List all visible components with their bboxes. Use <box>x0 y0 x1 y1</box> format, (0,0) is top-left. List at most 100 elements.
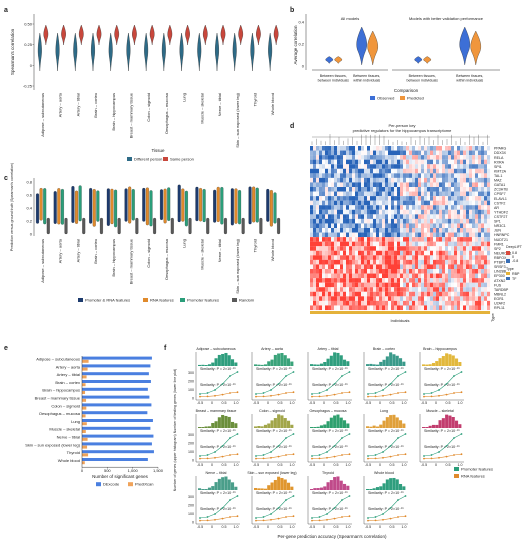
heatmap-cell <box>481 164 485 169</box>
heatmap-cell <box>361 296 365 301</box>
heatmap-cell <box>406 205 410 210</box>
heatmap-cell <box>421 182 425 188</box>
y-tick-label: 0.4 <box>298 20 304 25</box>
violin-rna <box>269 189 273 227</box>
heatmap-cell <box>460 255 464 260</box>
heatmap-cell <box>412 200 416 206</box>
heatmap-cell <box>322 246 326 251</box>
heatmap-cell <box>484 269 488 274</box>
heatmap-cell <box>484 214 488 219</box>
heatmap-cell <box>388 282 392 288</box>
heatmap-cell <box>355 155 359 160</box>
type-strip-cell <box>325 311 329 314</box>
heatmap-cell <box>388 182 392 188</box>
heatmap-cell <box>442 228 446 233</box>
heatmap-cell <box>337 250 341 256</box>
heatmap-cell <box>460 173 464 178</box>
heatmap-cell <box>391 232 395 238</box>
heatmap-cell <box>394 305 398 311</box>
heatmap-cell <box>397 191 401 197</box>
violin-promoter-rna <box>266 188 270 222</box>
heatmap-cell <box>346 173 350 178</box>
heatmap-cell <box>337 155 341 160</box>
type-strip-cell <box>403 311 407 314</box>
heatmap-cell <box>388 269 392 274</box>
heatmap-cell <box>406 196 410 201</box>
heatmap-cell <box>442 155 446 160</box>
heatmap-cell <box>472 259 476 265</box>
heatmap-cell <box>352 196 356 201</box>
heatmap-cell <box>424 228 428 233</box>
heatmap-cell <box>364 269 368 274</box>
histogram-bar <box>319 487 323 490</box>
tissue-label: Nerve – tibial <box>217 93 222 116</box>
heatmap-cell <box>406 259 410 265</box>
heatmap-cell <box>319 187 323 192</box>
heatmap-cell <box>319 250 323 256</box>
heatmap-cell <box>463 155 467 160</box>
heatmap-cell <box>466 200 470 206</box>
color-legend-swatch <box>506 255 510 259</box>
tissue-label: Lung <box>71 419 80 424</box>
heatmap-cell <box>400 173 404 178</box>
heatmap-cell <box>358 168 362 174</box>
heatmap-cell <box>349 214 353 219</box>
heatmap-cell <box>454 228 458 233</box>
heatmap-cell <box>403 168 407 174</box>
line-promoter <box>255 371 294 395</box>
heatmap-cell <box>412 209 416 215</box>
heatmap-cell <box>385 214 389 219</box>
heatmap-cell <box>466 182 470 188</box>
heatmap-cell <box>412 255 416 260</box>
heatmap-cell <box>316 218 320 224</box>
legend-label-different: Different person <box>134 157 162 162</box>
heatmap-cell <box>451 237 455 242</box>
heatmap-cell <box>352 246 356 251</box>
y-tick-label: 300 <box>188 433 194 437</box>
heatmap-cell <box>397 278 401 283</box>
heatmap-cell <box>478 241 482 247</box>
heatmap-cell <box>355 164 359 169</box>
bar-predixcan <box>82 430 86 433</box>
heatmap-cell <box>388 155 392 160</box>
heatmap-cell <box>481 269 485 274</box>
x-tick-label: 0 <box>211 463 213 467</box>
heatmap-cell <box>412 269 416 274</box>
heatmap-cell <box>403 191 407 197</box>
heatmap-cell <box>442 264 446 270</box>
heatmap-cell <box>481 241 485 247</box>
heatmap-cell <box>391 237 395 242</box>
heatmap-cell <box>382 196 386 201</box>
bar-dexcode <box>82 364 151 368</box>
heatmap-cell <box>313 223 317 229</box>
histogram-bar <box>339 355 343 366</box>
gene-label: ELAVL1 <box>494 197 507 201</box>
histogram-bar <box>283 479 287 490</box>
heatmap-cell <box>439 182 443 188</box>
histogram-bar <box>263 488 267 490</box>
heatmap-cell <box>376 205 380 210</box>
heatmap-cell <box>427 232 431 238</box>
histogram-bar <box>270 482 274 490</box>
heatmap-cell <box>340 150 344 156</box>
x-tick-label: 0 <box>81 468 84 473</box>
heatmap-cell <box>448 282 452 288</box>
histogram-bar <box>382 359 386 366</box>
heatmap-cell <box>316 278 320 283</box>
heatmap-cell <box>385 250 389 256</box>
heatmap-cell <box>406 218 410 224</box>
heatmap-cell <box>334 150 338 156</box>
heatmap-cell <box>412 300 416 306</box>
heatmap-cell <box>334 269 338 274</box>
heatmap-cell <box>433 200 437 206</box>
heatmap-cell <box>328 191 332 197</box>
heatmap-cell <box>430 264 434 270</box>
heatmap-cell <box>466 228 470 233</box>
heatmap-cell <box>412 177 416 183</box>
heatmap-cell <box>385 232 389 238</box>
heatmap-cell <box>370 259 374 265</box>
heatmap-cell <box>331 282 335 288</box>
heatmap-cell <box>436 278 440 283</box>
heatmap-cell <box>319 246 323 251</box>
heatmap-cell <box>361 155 365 160</box>
